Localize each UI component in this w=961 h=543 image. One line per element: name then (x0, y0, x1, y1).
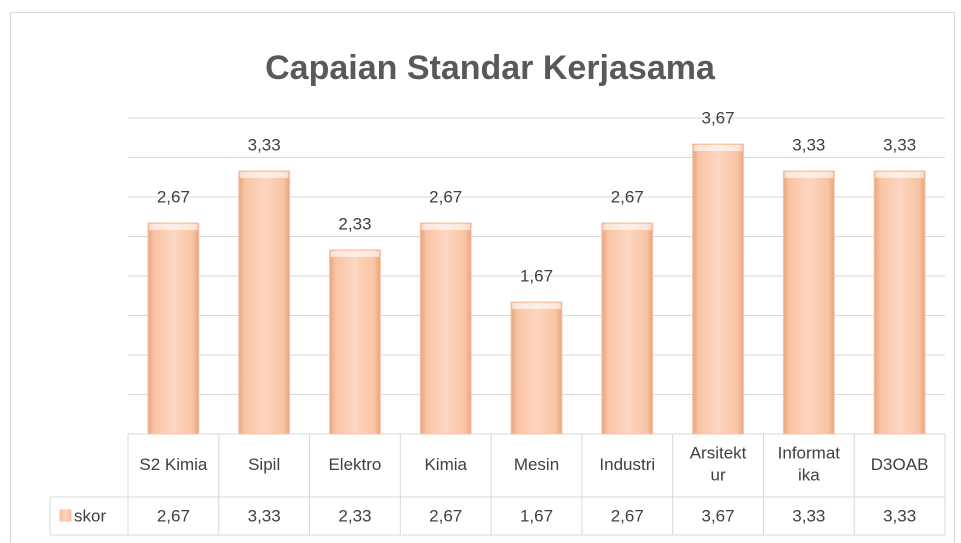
legend-label: skor (74, 506, 106, 525)
bar-body (329, 249, 381, 435)
bar-top-bevel (239, 171, 289, 178)
table-value: 2,67 (157, 506, 190, 525)
data-label: 2,67 (429, 188, 462, 207)
bar-top-bevel (875, 171, 925, 178)
x-tick-label: Industri (599, 455, 655, 474)
x-tick-label: Mesin (514, 455, 559, 474)
table-value: 3,33 (792, 506, 825, 525)
table-value: 3,33 (883, 506, 916, 525)
bar (601, 222, 654, 435)
bar (329, 249, 381, 435)
bar-body (873, 170, 926, 435)
table-value: 2,33 (338, 506, 371, 525)
bar-top-bevel (421, 224, 471, 231)
table-value: 3,67 (702, 506, 735, 525)
bar-body (510, 301, 563, 435)
bar (510, 301, 563, 435)
data-label: 3,67 (702, 109, 735, 128)
data-label: 3,33 (883, 135, 916, 154)
table-value: 2,67 (611, 506, 644, 525)
bar-body (692, 143, 744, 435)
bar (238, 170, 291, 435)
data-label: 3,33 (248, 135, 281, 154)
x-tick-label: Arsitekt ur (690, 444, 747, 485)
data-label: 2,67 (611, 188, 644, 207)
bar (419, 222, 472, 435)
data-label: 2,33 (338, 214, 371, 233)
table-value: 3,33 (248, 506, 281, 525)
bar-top-bevel (784, 171, 834, 178)
table-value: 2,67 (429, 506, 462, 525)
bar (782, 170, 835, 435)
x-tick-label: Kimia (424, 455, 467, 474)
bar (692, 143, 744, 435)
x-tick-label: Elektro (328, 455, 381, 474)
bar-body (782, 170, 835, 435)
data-label: 3,33 (792, 135, 825, 154)
bar (873, 170, 926, 435)
table-value: 1,67 (520, 506, 553, 525)
x-tick-label: Informat ika (778, 444, 841, 485)
data-label: 1,67 (520, 267, 553, 286)
bar-top-bevel (693, 145, 743, 152)
bar (147, 222, 200, 435)
bar-body (419, 222, 472, 435)
x-tick-label: Sipil (248, 455, 280, 474)
chart-title: Capaian Standar Kerjasama (265, 49, 716, 87)
legend-key (59, 509, 72, 522)
bar-top-bevel (512, 303, 561, 310)
x-tick-label: D3OAB (871, 455, 929, 474)
x-tick-label: S2 Kimia (139, 455, 208, 474)
bar-body (147, 222, 200, 435)
data-label: 2,67 (157, 188, 190, 207)
bar-top-bevel (148, 224, 198, 231)
bar-body (601, 222, 654, 435)
bar-top-bevel (602, 224, 652, 231)
bar-body (238, 170, 291, 435)
bar-top-bevel (330, 250, 380, 257)
